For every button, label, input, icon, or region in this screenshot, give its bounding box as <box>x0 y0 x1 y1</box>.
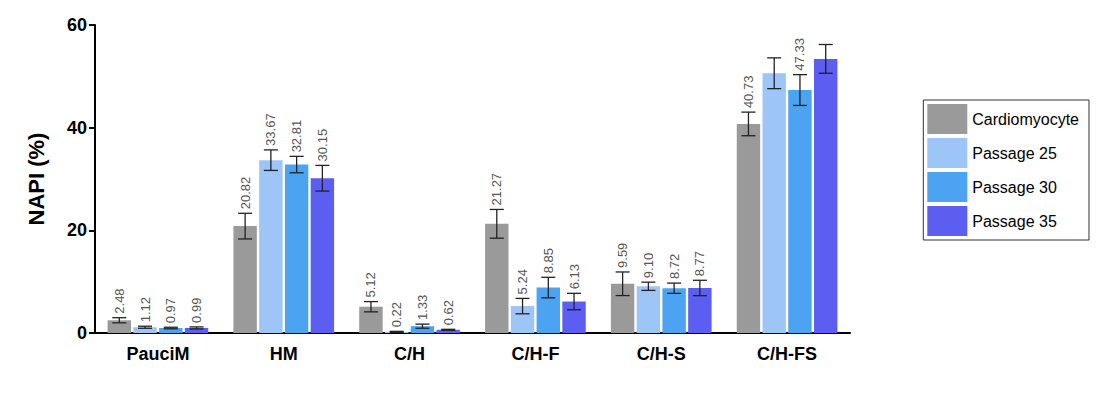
svg-text:8.72: 8.72 <box>667 254 682 279</box>
svg-text:8.85: 8.85 <box>541 248 556 273</box>
svg-text:6.13: 6.13 <box>567 264 582 289</box>
svg-text:9.59: 9.59 <box>615 243 630 268</box>
svg-text:60: 60 <box>67 15 87 35</box>
svg-text:8.77: 8.77 <box>692 251 707 276</box>
svg-text:20.82: 20.82 <box>238 177 253 210</box>
svg-text:0.62: 0.62 <box>441 300 456 325</box>
svg-text:C/H-F: C/H-F <box>511 344 559 364</box>
svg-text:9.10: 9.10 <box>641 253 656 278</box>
svg-text:30.15: 30.15 <box>315 129 330 162</box>
svg-text:40.73: 40.73 <box>741 76 756 109</box>
svg-text:0.97: 0.97 <box>163 298 178 323</box>
svg-text:21.27: 21.27 <box>489 173 504 206</box>
svg-text:0: 0 <box>77 323 87 343</box>
svg-text:HM: HM <box>270 344 298 364</box>
svg-text:1.12: 1.12 <box>138 297 153 322</box>
svg-text:0.22: 0.22 <box>389 302 404 327</box>
svg-text:C/H: C/H <box>394 344 425 364</box>
svg-text:C/H-S: C/H-S <box>637 344 686 364</box>
svg-text:1.33: 1.33 <box>415 295 430 320</box>
svg-text:20: 20 <box>67 220 87 240</box>
svg-text:2.48: 2.48 <box>112 288 127 313</box>
svg-text:33.67: 33.67 <box>263 113 278 146</box>
svg-text:32.81: 32.81 <box>289 120 304 153</box>
svg-text:5.12: 5.12 <box>363 272 378 297</box>
svg-text:Passage 35: Passage 35 <box>972 213 1057 230</box>
svg-text:Passage 25: Passage 25 <box>972 145 1057 162</box>
svg-text:5.24: 5.24 <box>515 269 530 294</box>
svg-text:Passage 30: Passage 30 <box>972 179 1057 196</box>
svg-text:0.99: 0.99 <box>189 298 204 323</box>
svg-text:C/H-FS: C/H-FS <box>757 344 817 364</box>
svg-text:Cardiomyocyte: Cardiomyocyte <box>972 111 1079 128</box>
svg-text:40: 40 <box>67 118 87 138</box>
svg-text:47.33: 47.33 <box>792 38 807 71</box>
svg-text:NAPI (%): NAPI (%) <box>24 133 49 226</box>
svg-text:PauciM: PauciM <box>126 344 189 364</box>
